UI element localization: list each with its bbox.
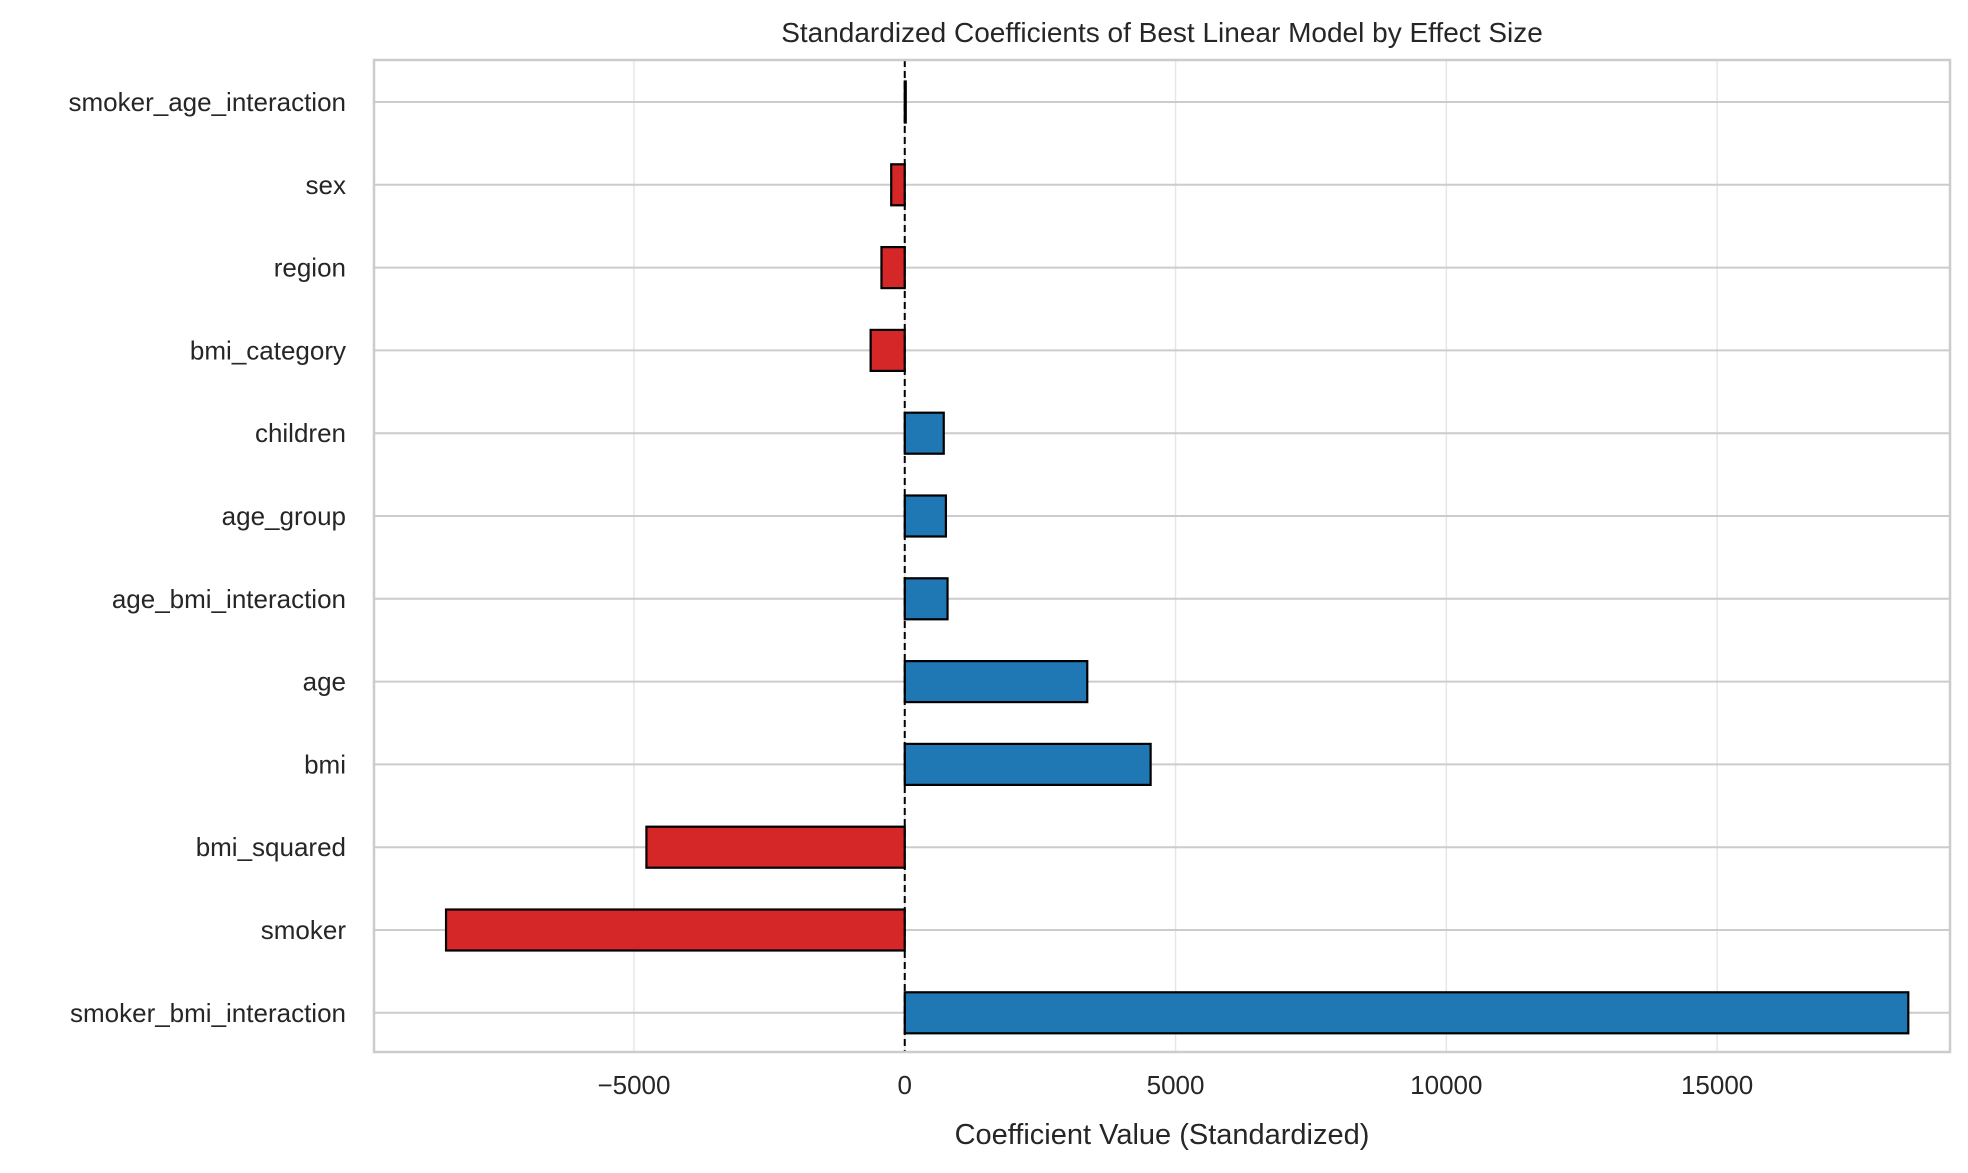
x-tick-label: 5000 [1147,1070,1205,1100]
y-tick-label: bmi_category [190,335,346,365]
bar-bmi_category [869,328,906,372]
y-tick-label: region [274,253,346,283]
bar-sex [890,163,906,207]
y-tick-label: bmi_squared [196,832,346,862]
bar-smoker [444,908,906,952]
x-tick-label: 15000 [1681,1070,1753,1100]
chart-title: Standardized Coefficients of Best Linear… [781,17,1543,48]
bar-smoker_age_interaction [903,80,907,124]
y-tick-label: age_bmi_interaction [112,584,346,614]
bar-bmi [903,742,1152,787]
bar-age_group [903,494,948,538]
y-tick-label: children [255,418,346,448]
x-tick-label: 0 [898,1070,912,1100]
x-tick-label: 10000 [1410,1070,1482,1100]
y-tick-label: smoker [261,915,347,945]
bar-children [903,411,945,455]
x-tick-label: −5000 [597,1070,670,1100]
y-tick-label: age [303,667,346,697]
x-tick-labels: −5000 0 5000 10000 15000 [597,1070,1753,1100]
y-tick-label: bmi [304,749,346,779]
bar-bmi_squared [645,825,906,869]
bar-age_bmi_interaction [903,577,949,621]
plot-frame [372,58,1952,1054]
y-tick-label: sex [306,170,346,200]
y-tick-label: smoker_age_interaction [69,87,347,117]
bar-region [880,246,906,290]
grid-lines [374,60,1950,1052]
bar-smoker_bmi_interaction [903,991,1910,1035]
y-tick-label: smoker_bmi_interaction [70,998,346,1028]
x-axis-label: Coefficient Value (Standardized) [955,1119,1370,1151]
y-tick-label: age_group [222,501,346,531]
bar-age [903,659,1089,704]
bars [444,80,1910,1035]
